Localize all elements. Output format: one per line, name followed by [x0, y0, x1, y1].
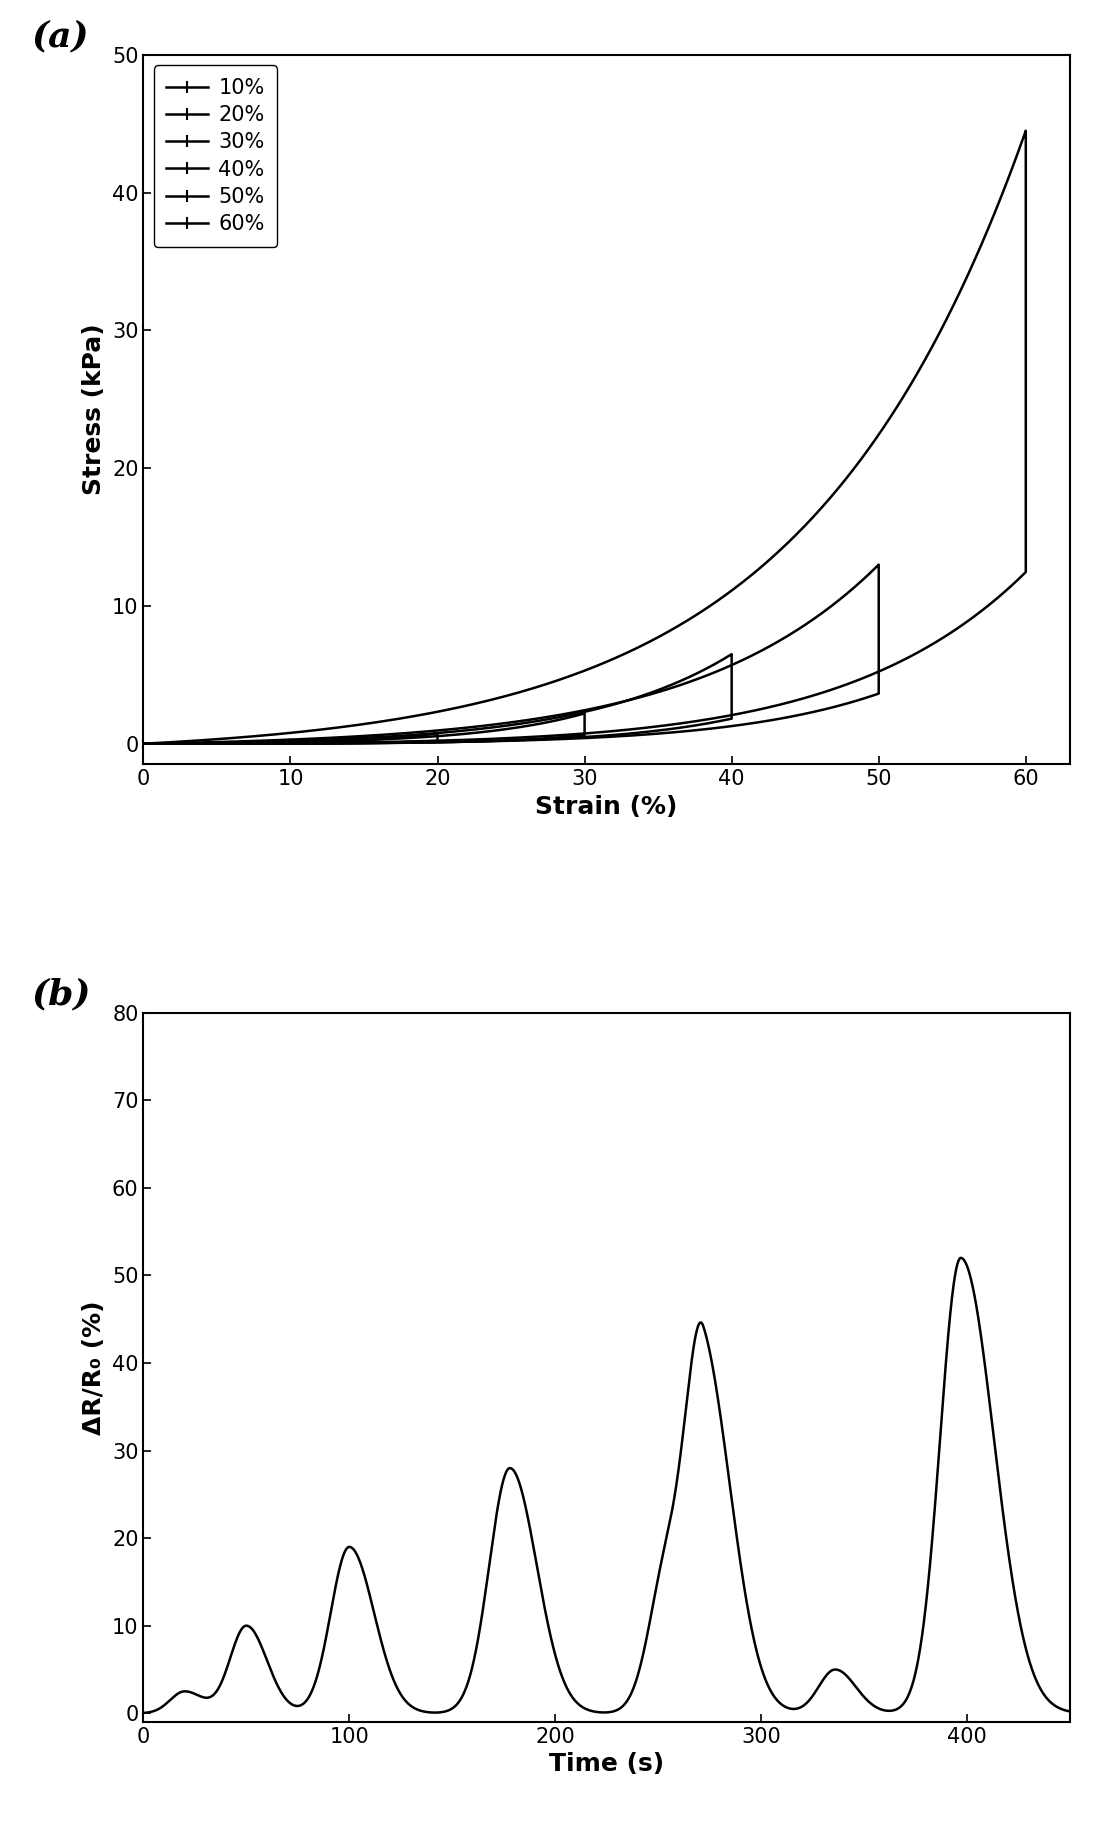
Y-axis label: Stress (kPa): Stress (kPa): [83, 324, 107, 495]
Y-axis label: ΔR/R₀ (%): ΔR/R₀ (%): [83, 1301, 106, 1434]
X-axis label: Time (s): Time (s): [549, 1753, 664, 1777]
X-axis label: Strain (%): Strain (%): [535, 795, 678, 819]
Legend: 10%, 20%, 30%, 40%, 50%, 60%: 10%, 20%, 30%, 40%, 50%, 60%: [153, 66, 277, 247]
Text: (b): (b): [32, 976, 92, 1011]
Text: (a): (a): [32, 20, 89, 53]
